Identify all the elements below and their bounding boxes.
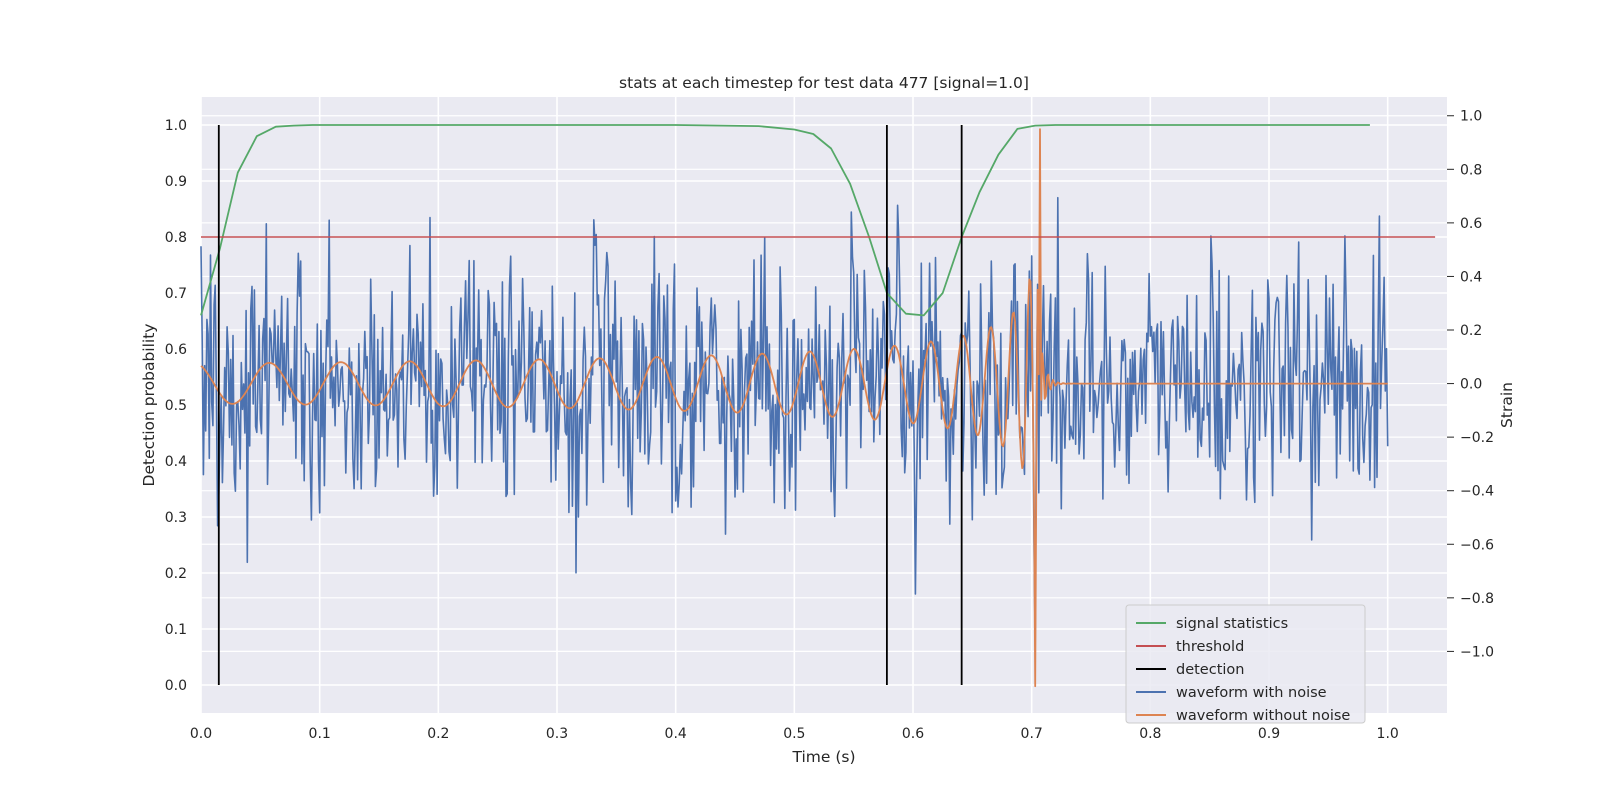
- legend-label: detection: [1176, 662, 1244, 678]
- y-tick-label: 0.9: [165, 174, 187, 190]
- legend-label: waveform with noise: [1176, 685, 1327, 701]
- y2-tick-label: −0.8: [1460, 591, 1494, 607]
- series-line-signal-statistics: [200, 124, 1370, 317]
- y2-tick-label: 0.4: [1460, 269, 1482, 285]
- y2-tick-label: −0.6: [1460, 537, 1494, 553]
- x-tick-label: 0.2: [427, 726, 449, 742]
- y-tick-label: 0.3: [165, 510, 187, 526]
- y2-tick-label: 0.8: [1460, 162, 1482, 178]
- x-tick-label: 0.8: [1139, 726, 1161, 742]
- x-tick-label: 0.4: [665, 726, 687, 742]
- y-tick-label: 0.6: [165, 342, 187, 358]
- legend-label: waveform without noise: [1176, 708, 1350, 724]
- x-tick-label: 0.5: [783, 726, 805, 742]
- x-tick-label: 0.9: [1258, 726, 1280, 742]
- x-tick-label: 0.6: [902, 726, 924, 742]
- x-axis-label: Time (s): [791, 748, 855, 766]
- y2-tick-label: 1.0: [1460, 109, 1482, 125]
- y-tick-label: 0.2: [165, 566, 187, 582]
- y2-axis-label: Strain: [1498, 382, 1516, 428]
- y2-tick-label: −0.2: [1460, 430, 1494, 446]
- legend: signal statistics threshold detection wavef…: [1125, 604, 1366, 724]
- y2-tick-label: −1.0: [1460, 644, 1494, 660]
- series-line-waveform-with-noise: [200, 196, 1389, 648]
- y-tick-label: 0.1: [165, 622, 187, 638]
- y2-tick-label: −0.4: [1460, 484, 1494, 500]
- x-tick-label: 0.1: [309, 726, 331, 742]
- ticks: 0.0 0.1 0.2 0.3 0.4 0.5 0.6 0.7 0.8 0.9 1.0 0.0 0.1 0…: [165, 109, 1494, 742]
- x-tick-label: 1.0: [1377, 726, 1399, 742]
- x-tick-label: 0.7: [1021, 726, 1043, 742]
- y-tick-label: 0.8: [165, 230, 187, 246]
- y-axis-label: Detection probability: [140, 324, 158, 487]
- y2-tick-label: 0.2: [1460, 323, 1482, 339]
- y-tick-label: 1.0: [165, 118, 187, 134]
- x-tick-label: 0.3: [546, 726, 568, 742]
- y-tick-label: 0.0: [165, 678, 187, 694]
- y-tick-label: 0.7: [165, 286, 187, 302]
- series-layer: [200, 124, 1436, 688]
- legend-box: [1125, 604, 1366, 724]
- legend-label: threshold: [1176, 639, 1244, 655]
- y-tick-label: 0.4: [165, 454, 187, 470]
- chart-title: stats at each timestep for test data 477…: [619, 74, 1029, 92]
- series-line-waveform-without-noise: [200, 128, 1388, 688]
- y2-tick-label: 0.6: [1460, 216, 1482, 232]
- y2-tick-label: 0.0: [1460, 377, 1482, 393]
- x-tick-label: 0.0: [190, 726, 212, 742]
- legend-label: signal statistics: [1176, 616, 1288, 632]
- y-tick-label: 0.5: [165, 398, 187, 414]
